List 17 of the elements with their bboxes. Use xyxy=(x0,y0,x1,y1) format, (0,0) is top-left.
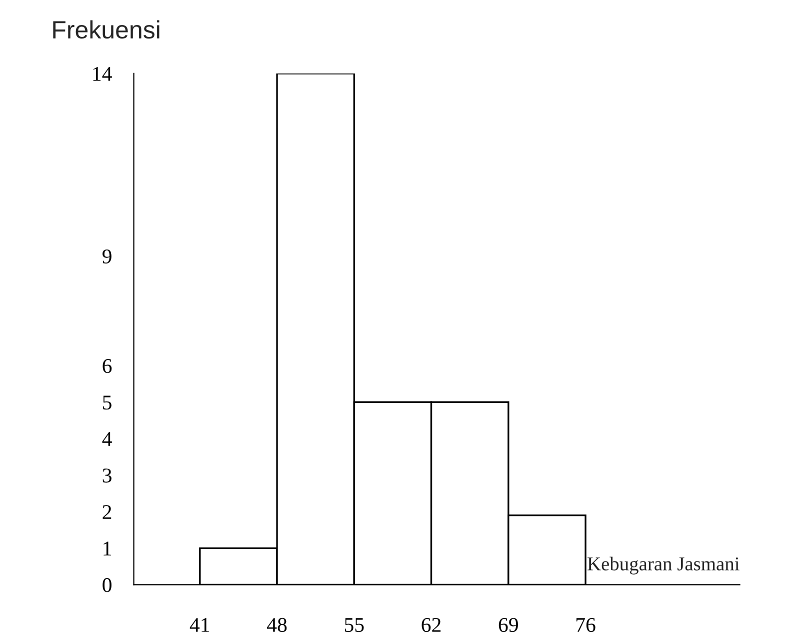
y-tick-label: 3 xyxy=(102,468,112,483)
x-tick-label: 41 xyxy=(190,618,210,632)
y-tick-label: 5 xyxy=(103,396,112,410)
x-tick-label: 76 xyxy=(576,618,596,632)
y-tick-label: 4 xyxy=(102,432,112,446)
y-tick-label: 1 xyxy=(104,542,112,556)
x-axis-title: Kebugaran Jasmani xyxy=(588,556,740,574)
x-tick-label: 48 xyxy=(267,618,287,632)
x-tick-label: 69 xyxy=(498,618,518,632)
y-tick-label: 2 xyxy=(102,505,112,519)
x-tick-label: 55 xyxy=(344,618,364,632)
y-tick-label: 14 xyxy=(93,66,112,81)
x-tick-label: 62 xyxy=(422,618,441,632)
y-axis-title: Frekuensi xyxy=(53,20,160,39)
y-tick-label: 6 xyxy=(102,359,112,374)
y-tick-label: 0 xyxy=(102,578,112,592)
y-tick-label: 9 xyxy=(102,249,112,264)
